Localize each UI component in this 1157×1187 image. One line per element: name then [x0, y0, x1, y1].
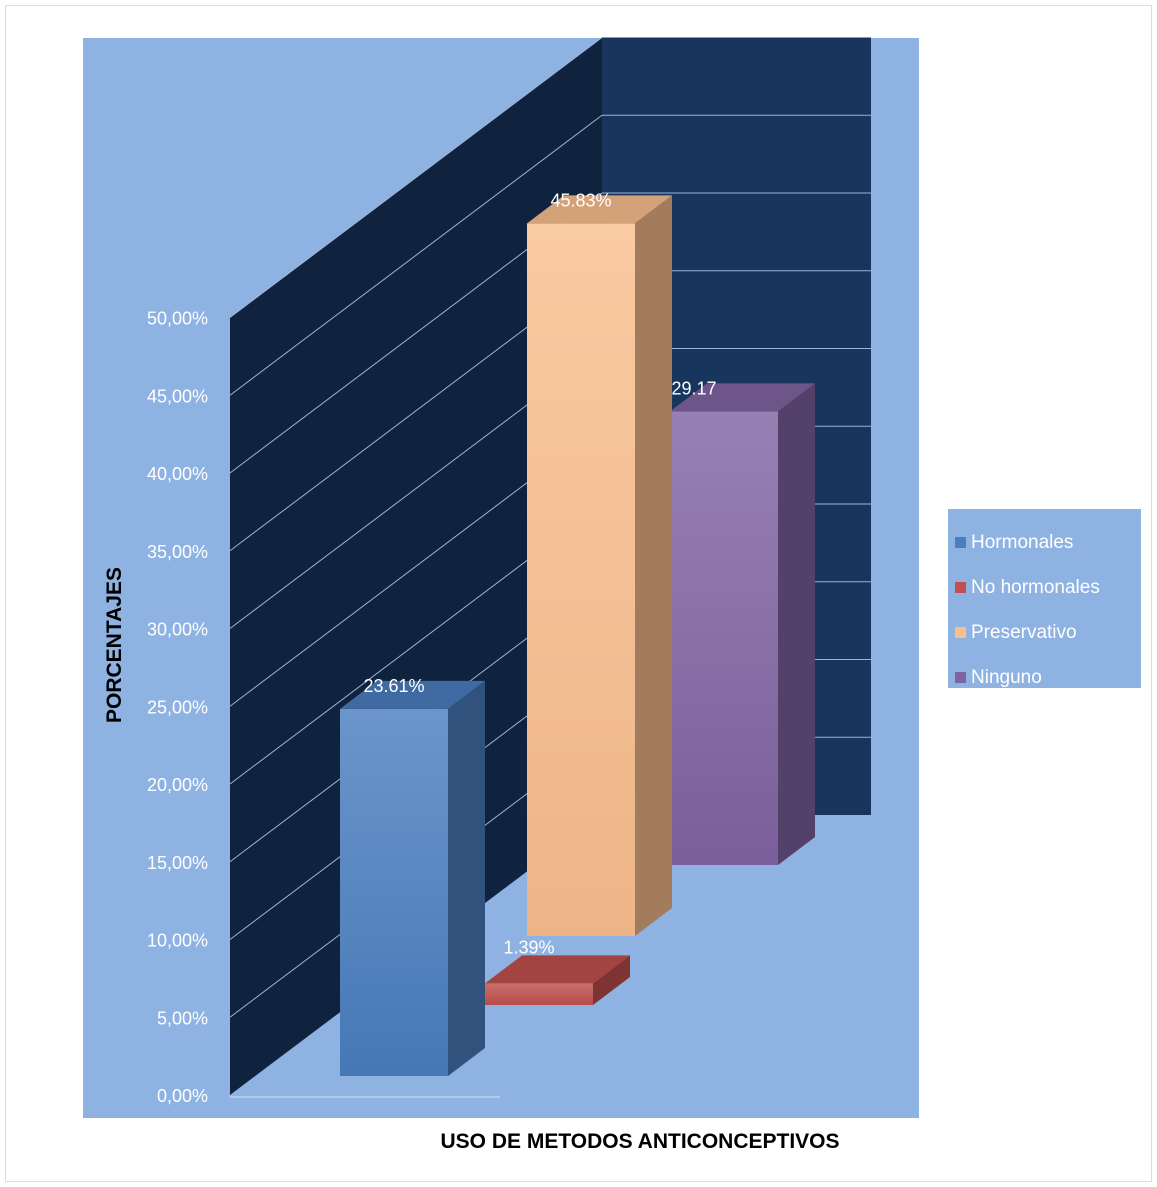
x-axis-title: USO DE METODOS ANTICONCEPTIVOS [440, 1130, 840, 1153]
gridline-side [229, 37, 603, 318]
data-label: 45.83% [550, 190, 611, 210]
y-tick-label: 30,00% [147, 620, 208, 640]
bar-front [670, 411, 778, 865]
bar-front [340, 708, 448, 1076]
bar-front [485, 983, 593, 1005]
legend-label: Preservativo [971, 621, 1077, 643]
legend-swatch [955, 627, 966, 638]
legend-item: Ninguno [948, 655, 1141, 700]
bar-no-hormonales [485, 955, 630, 1005]
bar-side [593, 955, 630, 1005]
y-tick-label: 20,00% [147, 775, 208, 795]
legend-swatch [955, 672, 966, 683]
bar-ninguno [670, 383, 815, 865]
y-tick-label: 45,00% [147, 386, 208, 406]
bar-top [340, 680, 485, 709]
bar-side [635, 195, 672, 936]
bar-top [527, 195, 672, 224]
legend-item: No hormonales [948, 565, 1141, 610]
legend-swatch [955, 582, 966, 593]
data-label: 23.61% [363, 676, 424, 696]
bar-hormonales [340, 680, 485, 1076]
y-tick-label: 50,00% [147, 309, 208, 329]
y-tick-label: 10,00% [147, 931, 208, 951]
bar-front [527, 223, 635, 936]
gridline-side [229, 114, 603, 396]
y-tick-label: 0,00% [157, 1086, 208, 1106]
legend-label: Ninguno [971, 666, 1042, 688]
legend-item: Hormonales [948, 520, 1141, 565]
bar-side [778, 383, 815, 865]
legend-label: No hormonales [971, 576, 1100, 598]
legend-label: Hormonales [971, 531, 1074, 553]
bar-preservativo [527, 195, 672, 936]
bar-side [448, 680, 485, 1076]
data-label: 1.39% [503, 937, 554, 957]
y-tick-label: 5,00% [157, 1008, 208, 1028]
legend: Hormonales No hormonales Preservativo Ningu… [948, 509, 1141, 688]
y-tick-label: 15,00% [147, 853, 208, 873]
legend-swatch [955, 537, 966, 548]
y-tick-label: 40,00% [147, 464, 208, 484]
bar-top [670, 383, 815, 412]
y-axis-title: PORCENTAJES [103, 567, 126, 723]
y-tick-label: 25,00% [147, 697, 208, 717]
legend-item: Preservativo [948, 610, 1141, 655]
y-tick-label: 35,00% [147, 542, 208, 562]
data-label: 29.17 [671, 378, 716, 398]
bar-top [485, 955, 630, 984]
